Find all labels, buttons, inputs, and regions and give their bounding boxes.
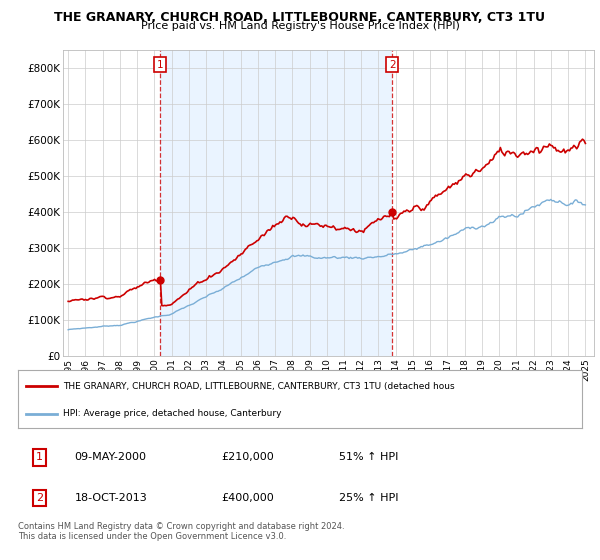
Bar bbox=[160, 50, 392, 356]
Text: Contains HM Land Registry data © Crown copyright and database right 2024.
This d: Contains HM Land Registry data © Crown c… bbox=[18, 522, 344, 542]
Text: HPI: Average price, detached house, Canterbury: HPI: Average price, detached house, Cant… bbox=[63, 409, 281, 418]
Text: 51% ↑ HPI: 51% ↑ HPI bbox=[340, 452, 399, 463]
Text: 25% ↑ HPI: 25% ↑ HPI bbox=[340, 493, 399, 503]
Text: THE GRANARY, CHURCH ROAD, LITTLEBOURNE, CANTERBURY, CT3 1TU: THE GRANARY, CHURCH ROAD, LITTLEBOURNE, … bbox=[55, 11, 545, 24]
Text: Price paid vs. HM Land Registry's House Price Index (HPI): Price paid vs. HM Land Registry's House … bbox=[140, 21, 460, 31]
Text: 18-OCT-2013: 18-OCT-2013 bbox=[74, 493, 147, 503]
Text: 1: 1 bbox=[157, 60, 164, 70]
Text: 2: 2 bbox=[389, 60, 395, 70]
Text: 09-MAY-2000: 09-MAY-2000 bbox=[74, 452, 146, 463]
Text: £400,000: £400,000 bbox=[221, 493, 274, 503]
Text: THE GRANARY, CHURCH ROAD, LITTLEBOURNE, CANTERBURY, CT3 1TU (detached hous: THE GRANARY, CHURCH ROAD, LITTLEBOURNE, … bbox=[63, 381, 455, 390]
Text: £210,000: £210,000 bbox=[221, 452, 274, 463]
Text: 2: 2 bbox=[36, 493, 43, 503]
Text: 1: 1 bbox=[36, 452, 43, 463]
